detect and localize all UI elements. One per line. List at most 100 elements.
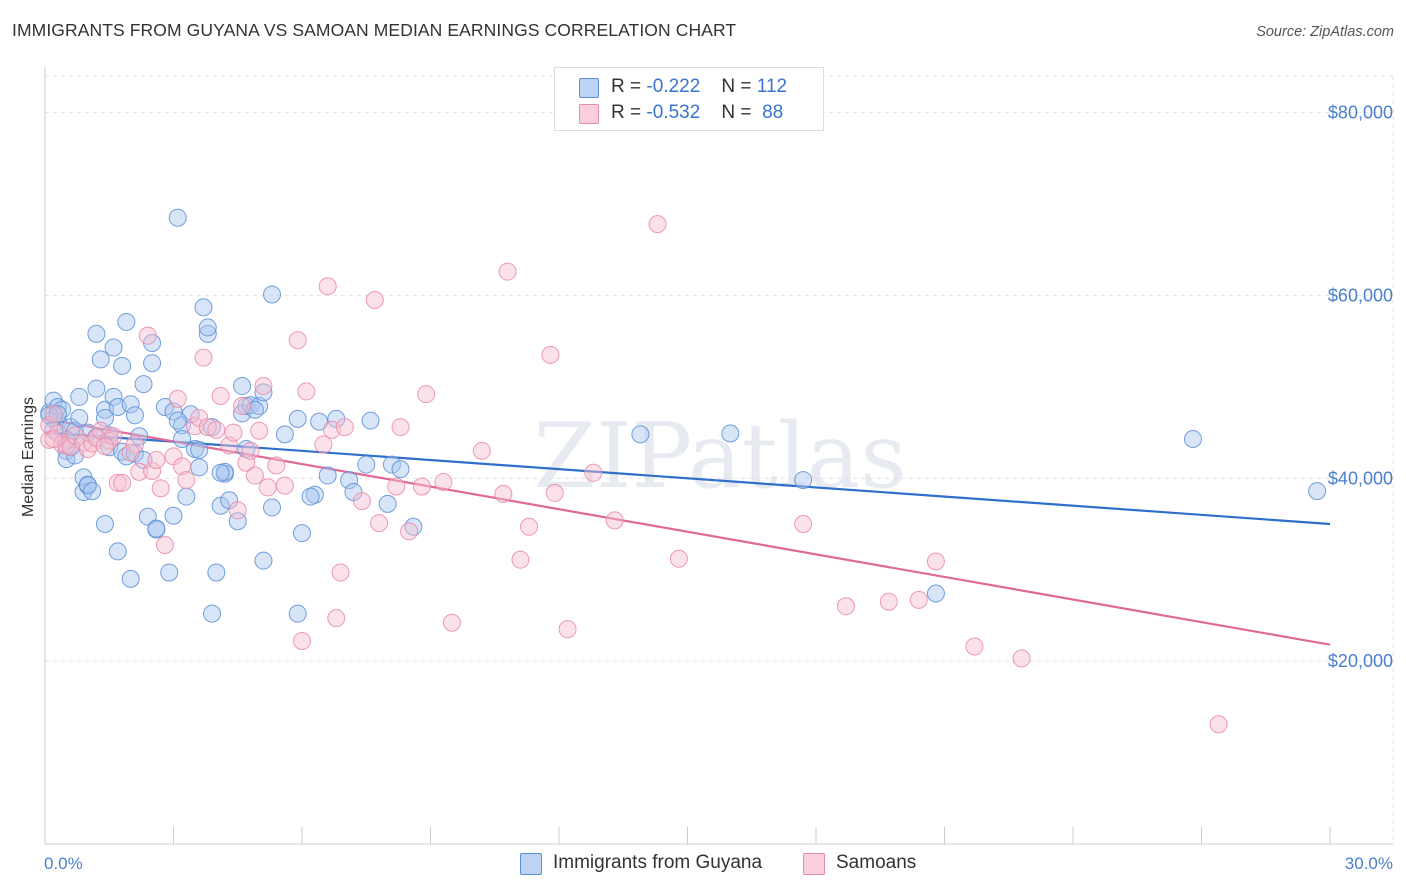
legend-swatch-pink	[579, 104, 599, 124]
point-guyana	[104, 387, 123, 406]
point-guyana	[108, 542, 127, 561]
point-guyana	[198, 318, 217, 337]
point-samoans	[143, 461, 162, 480]
point-samoans	[331, 563, 350, 582]
legend-label-samoans: Samoans	[836, 852, 917, 873]
y-tick-label: $80,000	[1328, 103, 1393, 123]
point-samoans	[541, 345, 560, 364]
point-samoans	[417, 385, 436, 404]
point-samoans	[498, 262, 517, 281]
point-samoans	[275, 476, 294, 495]
trend-lines	[44, 417, 1331, 646]
point-guyana	[391, 460, 410, 479]
point-samoans	[44, 405, 63, 424]
point-guyana	[293, 524, 311, 543]
point-samoans	[177, 471, 196, 490]
point-samoans	[245, 466, 264, 485]
point-guyana	[631, 425, 650, 444]
point-guyana	[95, 515, 114, 533]
point-guyana	[168, 411, 187, 430]
point-samoans	[1012, 649, 1031, 668]
point-samoans	[442, 613, 461, 632]
legend-row-samoans: R = -0.532 N = 88	[579, 102, 783, 126]
data-points	[40, 208, 1327, 734]
point-samoans	[434, 472, 453, 491]
point-samoans	[237, 453, 256, 472]
y-tick-labels: $20,000 $40,000 $60,000 $80,000	[1328, 103, 1393, 672]
source-label: Source: ZipAtlas.com	[1256, 24, 1394, 40]
point-samoans	[1209, 715, 1228, 734]
legend-r-label: R =	[611, 102, 642, 123]
point-guyana	[254, 383, 273, 402]
point-guyana	[160, 563, 179, 582]
point-guyana	[1308, 482, 1327, 501]
legend-r-label: R =	[611, 76, 642, 97]
point-samoans	[267, 456, 286, 475]
legend-label-guyana: Immigrants from Guyana	[553, 852, 763, 873]
point-guyana	[198, 324, 217, 343]
x-tick-label: 30.0%	[1345, 854, 1393, 873]
y-tick-label: $60,000	[1328, 285, 1393, 305]
point-guyana	[87, 324, 106, 343]
point-guyana	[275, 425, 294, 444]
legend-r-value: -0.532	[646, 102, 701, 123]
point-guyana	[254, 551, 273, 570]
point-guyana	[203, 604, 222, 623]
point-guyana	[301, 487, 320, 506]
point-guyana	[177, 487, 196, 506]
point-samoans	[211, 387, 230, 405]
point-guyana	[87, 379, 106, 398]
legend-n-label: N =	[721, 76, 752, 97]
trend-line-guyana	[44, 431, 1331, 526]
point-samoans	[121, 443, 140, 462]
point-samoans	[370, 514, 389, 533]
point-guyana	[794, 471, 813, 490]
chart-title: IMMIGRANTS FROM GUYANA VS SAMOAN MEDIAN …	[12, 20, 737, 40]
point-guyana	[70, 387, 89, 406]
point-samoans	[909, 590, 928, 609]
point-guyana	[357, 455, 376, 474]
point-samoans	[314, 435, 333, 454]
point-samoans	[173, 457, 192, 476]
point-samoans	[254, 376, 273, 395]
point-guyana	[211, 463, 230, 482]
point-guyana	[104, 338, 123, 357]
point-guyana	[155, 397, 174, 416]
point-samoans	[233, 397, 252, 416]
y-axis-label: Median Earnings	[20, 397, 37, 517]
point-samoans	[113, 473, 132, 492]
point-samoans	[412, 477, 431, 496]
point-guyana	[382, 455, 401, 474]
point-samoans	[926, 552, 945, 571]
point-guyana	[926, 584, 945, 603]
point-samoans	[584, 463, 603, 482]
watermark: ZIPatlas	[533, 404, 906, 509]
point-samoans	[836, 597, 855, 616]
point-guyana	[190, 458, 209, 477]
point-samoans	[558, 620, 577, 639]
point-samoans	[511, 550, 530, 569]
point-guyana	[263, 498, 282, 517]
point-guyana	[83, 482, 102, 501]
point-samoans	[391, 418, 410, 437]
point-samoans	[125, 435, 144, 454]
point-guyana	[194, 298, 213, 317]
point-samoans	[293, 632, 311, 651]
legend-row-guyana: R = -0.222 N = 112	[579, 76, 787, 100]
point-guyana	[113, 356, 132, 375]
point-guyana	[147, 519, 166, 538]
legend-n-value: 88	[762, 102, 784, 123]
point-guyana	[134, 375, 153, 394]
point-guyana	[164, 506, 183, 525]
point-guyana	[70, 408, 89, 427]
point-guyana	[190, 440, 209, 459]
point-samoans	[224, 423, 243, 442]
point-samoans	[520, 517, 539, 536]
point-guyana	[378, 494, 397, 513]
grid-lines	[45, 75, 1394, 844]
point-guyana	[288, 604, 307, 623]
point-samoans	[545, 483, 564, 502]
point-samoans	[151, 479, 170, 498]
point-samoans	[879, 592, 898, 611]
point-guyana	[721, 424, 740, 443]
